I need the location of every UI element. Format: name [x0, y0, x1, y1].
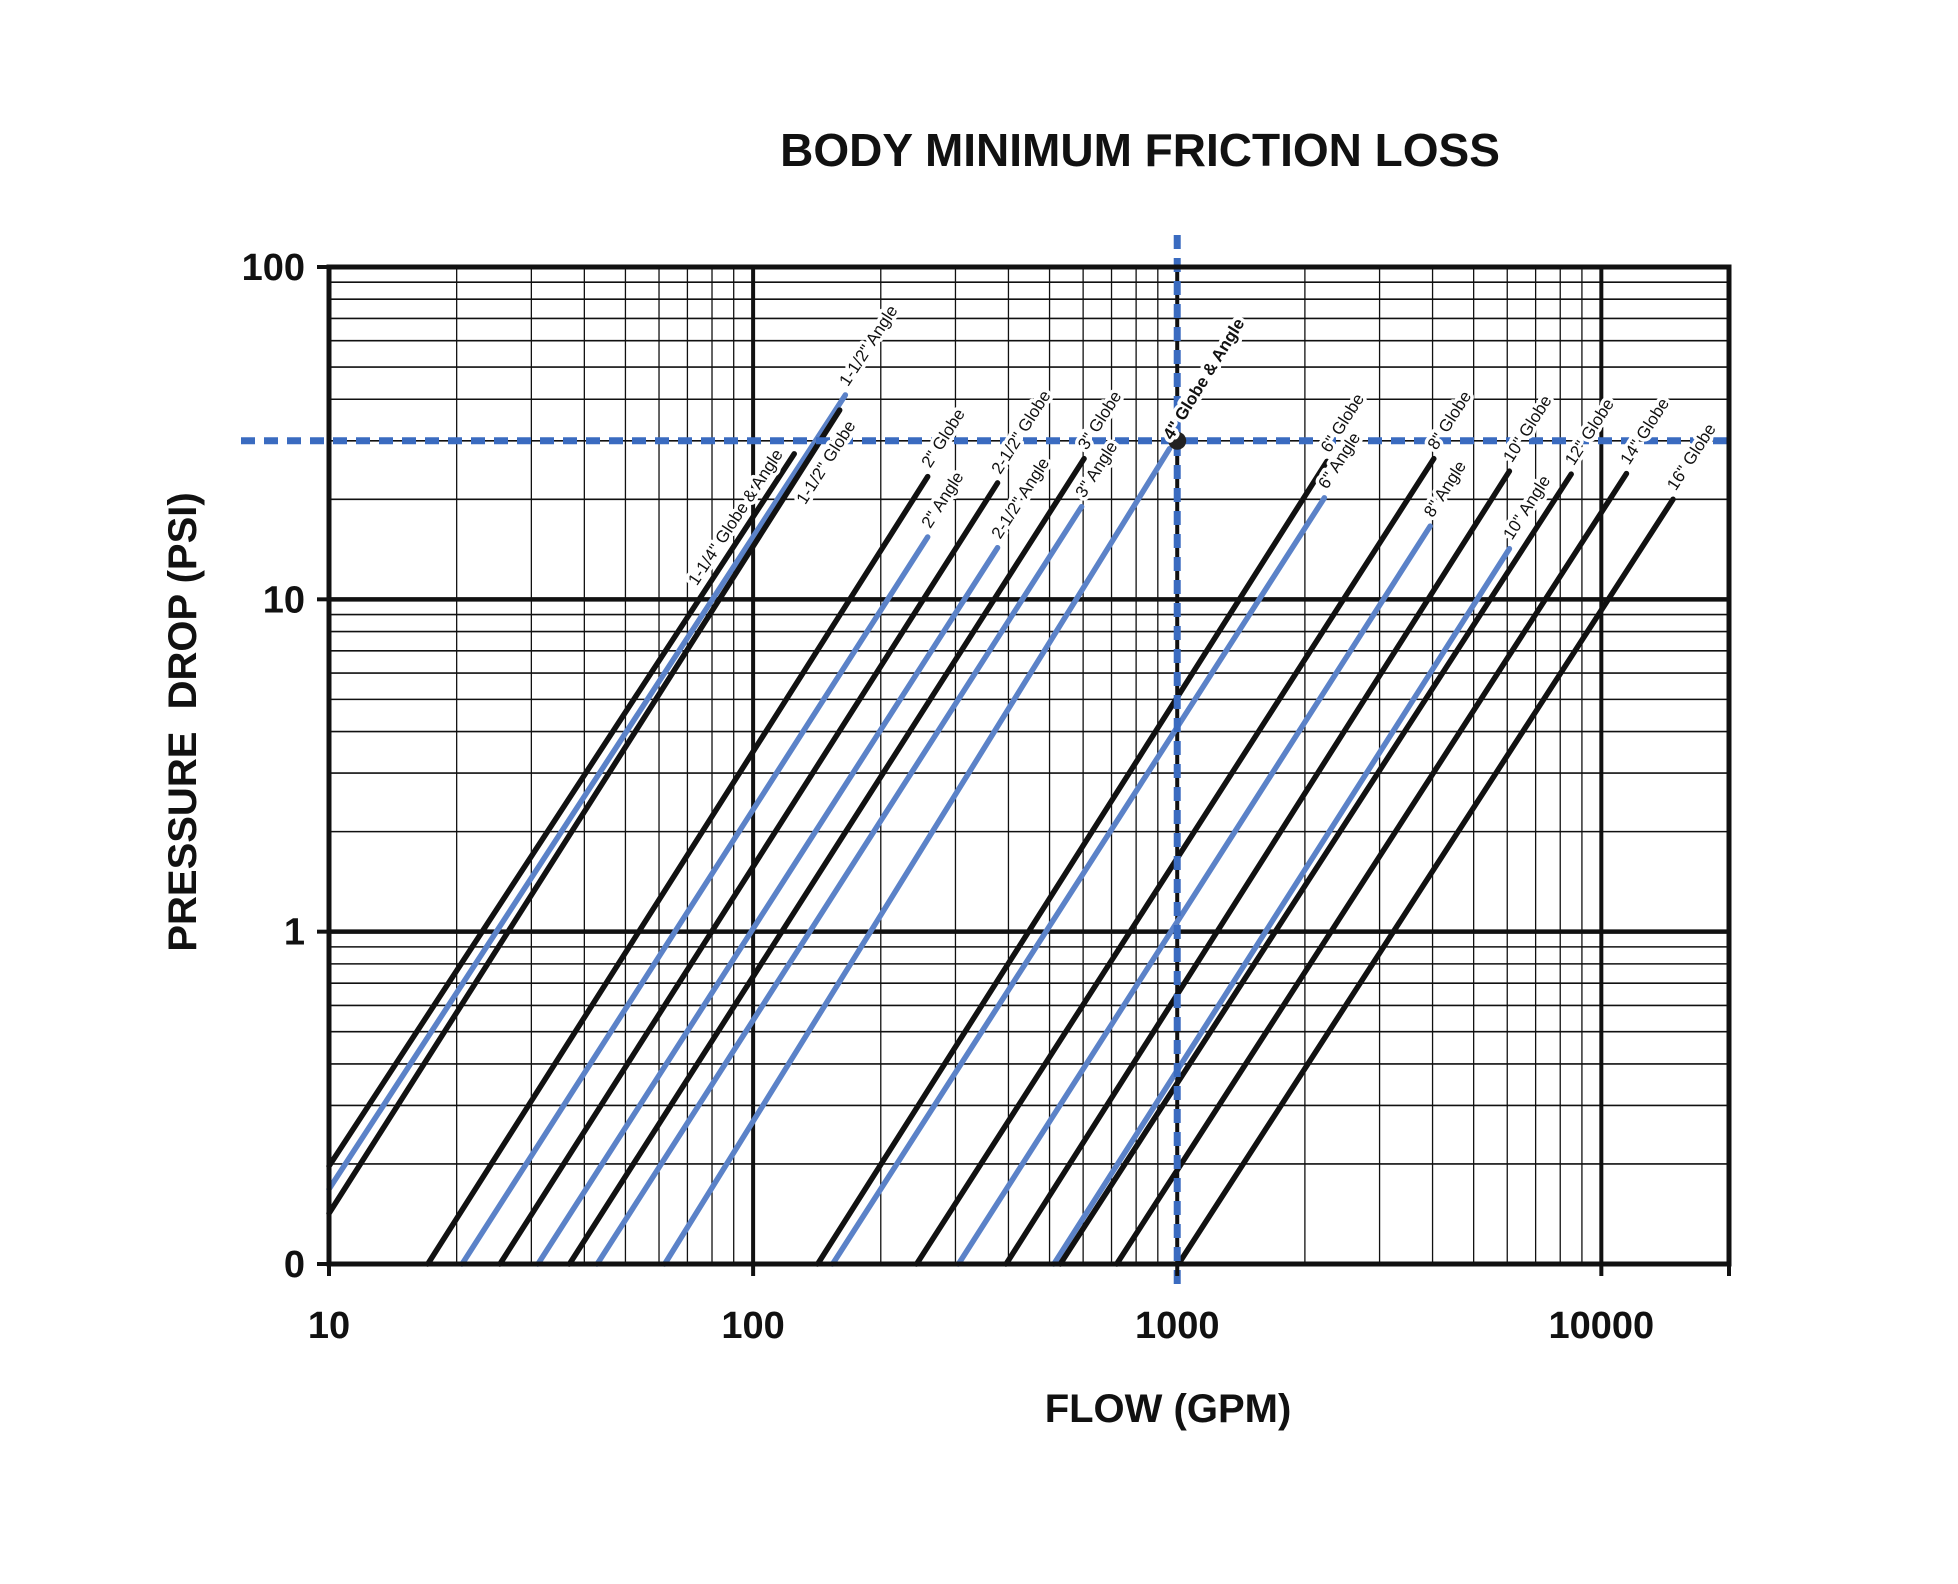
series-line: [814, 458, 1330, 1267]
x-axis-label: FLOW (GPM): [1045, 1387, 1292, 1431]
series-label: 12" Globe: [1561, 395, 1618, 468]
grid: [327, 264, 1730, 1267]
series-line: [1051, 545, 1513, 1267]
series-line: [955, 523, 1433, 1267]
series-line: [459, 534, 931, 1267]
tick-labels: 10 100 1000 10000 0 1 10 100: [242, 247, 1731, 1347]
series-line: [1003, 468, 1513, 1267]
plot-border: [326, 264, 1732, 1267]
x-tick-label: 10000: [1548, 1305, 1654, 1347]
x-tick-label: 100: [721, 1305, 784, 1347]
y-tick-label: 10: [263, 579, 305, 621]
x-tick-label: 1000: [1135, 1305, 1220, 1347]
series-lines: [326, 392, 1676, 1267]
series-line: [566, 455, 1087, 1267]
series-line: [1113, 470, 1630, 1267]
series-label: 1-1/2" Angle: [835, 302, 901, 390]
series-line: [662, 445, 1173, 1267]
series-line: [326, 451, 797, 1169]
y-tick-label: 100: [242, 247, 305, 289]
series-line: [1057, 471, 1574, 1267]
series-line: [326, 392, 849, 1192]
series-line: [497, 480, 1001, 1267]
reference-lines: [241, 235, 1729, 1293]
y-tick-label: 1: [284, 912, 305, 954]
y-tick-label: 0: [284, 1244, 305, 1286]
series-line: [326, 407, 843, 1217]
x-tick-label: 10: [308, 1305, 350, 1347]
series-line: [1175, 496, 1676, 1267]
reference-point: [1168, 431, 1187, 450]
plot-frame: [326, 264, 1732, 1267]
chart-title: BODY MINIMUM FRICTION LOSS: [780, 124, 1500, 176]
y-axis-label: PRESSURE DROP (PSI): [161, 492, 205, 951]
series-label: 16" Globe: [1663, 420, 1720, 493]
series-line: [535, 544, 1001, 1267]
series-line: [425, 473, 931, 1267]
series-line: [829, 495, 1328, 1267]
series-label: 14" Globe: [1616, 395, 1673, 468]
series-label: 4" Globe & Angle: [1159, 315, 1248, 443]
series-line: [594, 503, 1085, 1267]
